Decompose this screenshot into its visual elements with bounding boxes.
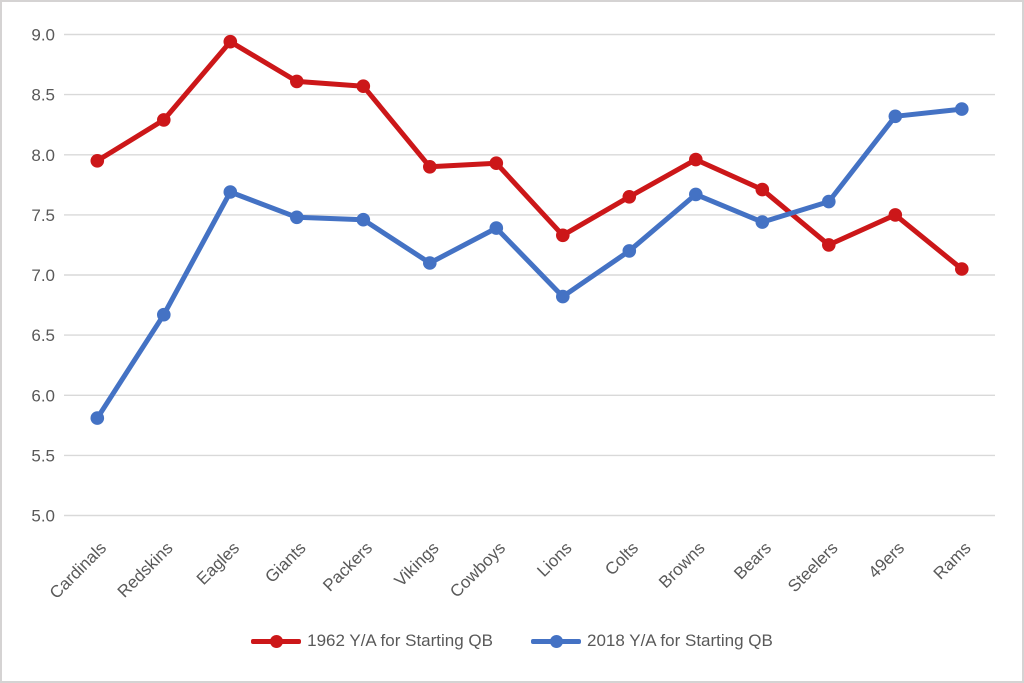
x-tick-label: Giants [261, 538, 309, 586]
x-tick-label: Steelers [784, 538, 842, 596]
data-point [955, 102, 969, 116]
data-point [356, 212, 371, 227]
data-point [90, 154, 105, 168]
legend-dot-swatch [269, 634, 283, 648]
data-point [556, 289, 570, 304]
x-tick-label: Lions [533, 538, 575, 580]
data-point [223, 34, 238, 49]
data-point [290, 210, 304, 225]
legend-marker-2018-icon [531, 634, 581, 649]
data-point [489, 221, 504, 235]
y-tick-label: 8.0 [31, 146, 55, 165]
data-point [888, 109, 903, 124]
data-point [90, 411, 105, 425]
data-point [755, 215, 770, 229]
x-tick-label: Cardinals [46, 538, 110, 602]
y-tick-label: 7.0 [31, 266, 55, 285]
data-point [157, 307, 171, 322]
legend-item-1962: 1962 Y/A for Starting QB [251, 631, 493, 651]
data-point [489, 156, 504, 170]
data-point [356, 79, 371, 93]
x-tick-label: Packers [319, 538, 376, 595]
data-point [689, 152, 703, 167]
series-line-0 [94, 39, 965, 272]
x-tick-label: Eagles [193, 538, 243, 588]
legend-dot-swatch [549, 634, 563, 648]
data-point [423, 256, 437, 270]
legend-marker-1962-icon [251, 634, 302, 649]
y-tick-label: 5.5 [31, 446, 55, 465]
y-tick-label: 8.5 [31, 86, 55, 105]
legend-label-2018: 2018 Y/A for Starting QB [587, 631, 773, 650]
x-tick-label: Browns [655, 538, 709, 592]
y-tick-label: 6.0 [31, 386, 55, 405]
data-point [423, 160, 437, 174]
data-point [556, 228, 570, 243]
y-tick-label: 9.0 [31, 26, 55, 45]
x-tick-label: 49ers [865, 538, 909, 582]
legend-item-2018: 2018 Y/A for Starting QB [531, 631, 773, 651]
data-point [955, 262, 969, 276]
data-point [822, 238, 836, 252]
data-point [755, 182, 770, 197]
data-point [622, 244, 637, 258]
x-tick-label: Cowboys [446, 538, 509, 601]
data-point [622, 190, 637, 204]
data-point [888, 208, 903, 222]
x-tick-label: Vikings [391, 538, 443, 590]
y-tick-label: 7.5 [31, 206, 55, 225]
data-point [223, 185, 238, 199]
series-line-1 [94, 106, 965, 421]
y-tick-label: 6.5 [31, 326, 55, 345]
data-point [290, 74, 304, 89]
x-tick-label: Colts [601, 538, 642, 579]
legend-label-1962: 1962 Y/A for Starting QB [307, 631, 493, 650]
x-tick-label: Redskins [114, 538, 177, 601]
chart-legend: 1962 Y/A for Starting QB 2018 Y/A for St… [2, 631, 1022, 651]
x-tick-label: Rams [930, 538, 975, 583]
data-point [157, 113, 171, 127]
x-tick-label: Bears [730, 538, 775, 583]
data-point [689, 187, 703, 202]
y-tick-label: 5.0 [31, 507, 55, 526]
data-point [822, 194, 836, 209]
